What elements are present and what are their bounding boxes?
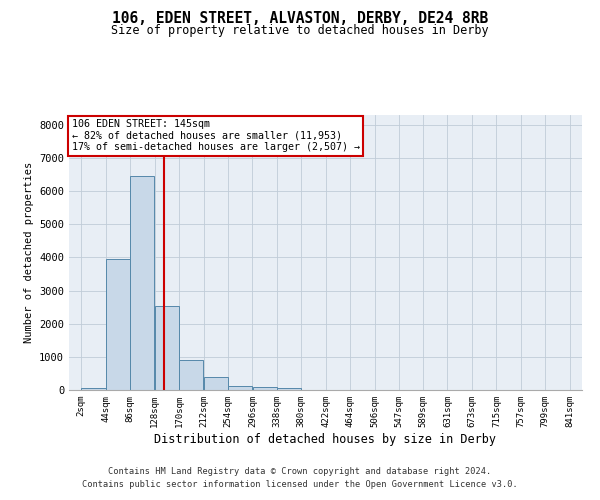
Bar <box>253 387 277 390</box>
Bar <box>106 259 130 390</box>
Bar <box>130 176 154 390</box>
Text: Contains public sector information licensed under the Open Government Licence v3: Contains public sector information licen… <box>82 480 518 489</box>
Bar <box>228 386 252 390</box>
Text: Contains HM Land Registry data © Crown copyright and database right 2024.: Contains HM Land Registry data © Crown c… <box>109 467 491 476</box>
X-axis label: Distribution of detached houses by size in Derby: Distribution of detached houses by size … <box>155 432 497 446</box>
Text: 106 EDEN STREET: 145sqm
← 82% of detached houses are smaller (11,953)
17% of sem: 106 EDEN STREET: 145sqm ← 82% of detache… <box>71 119 359 152</box>
Text: Size of property relative to detached houses in Derby: Size of property relative to detached ho… <box>111 24 489 37</box>
Bar <box>155 306 179 390</box>
Bar <box>277 388 301 390</box>
Text: 106, EDEN STREET, ALVASTON, DERBY, DE24 8RB: 106, EDEN STREET, ALVASTON, DERBY, DE24 … <box>112 11 488 26</box>
Bar <box>82 388 106 390</box>
Y-axis label: Number of detached properties: Number of detached properties <box>23 162 34 343</box>
Bar <box>179 360 203 390</box>
Bar <box>203 376 228 390</box>
